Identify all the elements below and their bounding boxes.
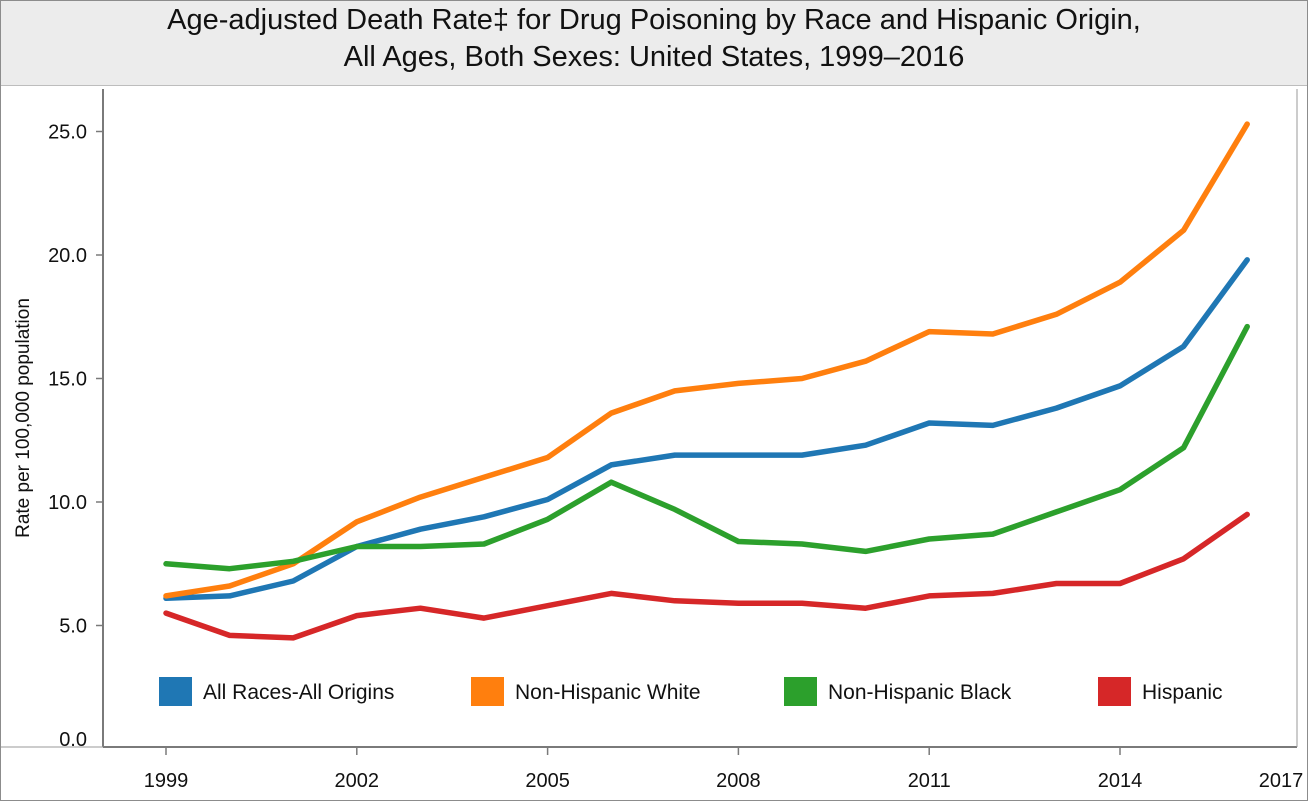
x-tick-label: 2011 xyxy=(908,770,951,792)
x-tick-label: 2017 xyxy=(1259,770,1304,792)
chart-title-line-2: All Ages, Both Sexes: United States, 199… xyxy=(343,41,965,73)
x-tick-label: 2005 xyxy=(525,770,570,792)
y-tick-label: 25.0 xyxy=(48,122,87,144)
title-bar: Age-adjusted Death Rate‡ for Drug Poison… xyxy=(1,1,1307,86)
legend-label: Hispanic xyxy=(1142,681,1223,704)
series-lines xyxy=(163,121,1250,641)
axes: 0.0 5.0 10.0 15.0 20.0 25.0 1999 2002 2005 2008 20… xyxy=(1,89,1304,792)
legend-swatch xyxy=(471,677,504,706)
y-tick-label: 10.0 xyxy=(48,492,87,514)
y-tick-label: 0.0 xyxy=(59,729,87,751)
y-tick-label: 20.0 xyxy=(48,245,87,267)
y-axis-label: Rate per 100,000 population xyxy=(13,298,34,538)
legend-label: All Races-All Origins xyxy=(203,681,394,704)
y-tick-label: 5.0 xyxy=(59,616,87,638)
chart-title-line-1: Age-adjusted Death Rate‡ for Drug Poison… xyxy=(167,4,1141,36)
y-tick-label: 15.0 xyxy=(48,369,87,391)
legend-label: Non-Hispanic White xyxy=(515,681,701,704)
x-tick-label: 2014 xyxy=(1098,770,1143,792)
legend-swatch xyxy=(159,677,192,706)
legend: All Races-All Origins Non-Hispanic White N… xyxy=(159,677,1223,706)
x-tick-label: 2002 xyxy=(335,770,380,792)
series-line-2 xyxy=(163,121,1250,599)
x-tick-label: 2008 xyxy=(716,770,761,792)
series-line-3 xyxy=(163,323,1250,572)
series-line-4 xyxy=(163,511,1250,641)
series-line-1 xyxy=(163,257,1250,602)
legend-label: Non-Hispanic Black xyxy=(828,681,1012,704)
legend-swatch xyxy=(784,677,817,706)
legend-swatch xyxy=(1098,677,1131,706)
x-tick-label: 1999 xyxy=(144,770,189,792)
